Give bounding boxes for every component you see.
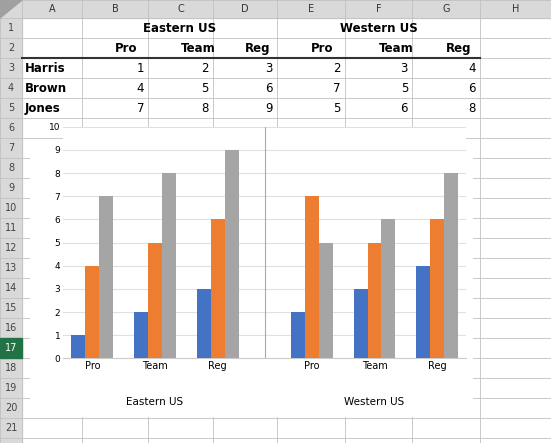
Text: 6: 6	[401, 101, 408, 114]
Text: 18: 18	[5, 363, 17, 373]
Text: 7: 7	[333, 82, 341, 94]
Text: 6: 6	[8, 123, 14, 133]
Text: 10: 10	[5, 203, 17, 213]
Bar	[72, 335, 85, 358]
Bar	[0, 0, 22, 443]
Text: 14: 14	[5, 283, 17, 293]
Text: 2: 2	[333, 62, 341, 74]
Bar	[430, 219, 444, 358]
Text: 6: 6	[266, 82, 273, 94]
Text: 3: 3	[266, 62, 273, 74]
Text: Team: Team	[379, 42, 413, 54]
Bar	[30, 140, 472, 416]
Text: 4: 4	[137, 82, 144, 94]
Text: Team: Team	[181, 42, 215, 54]
Text: 15: 15	[5, 303, 17, 313]
Text: Eastern US: Eastern US	[143, 22, 216, 35]
Text: 13: 13	[5, 263, 17, 273]
Text: 7: 7	[137, 101, 144, 114]
Bar	[305, 196, 319, 358]
Text: Eastern US: Eastern US	[127, 397, 183, 407]
Text: Western US: Western US	[339, 22, 417, 35]
Text: 3: 3	[8, 63, 14, 73]
Text: 5: 5	[8, 103, 14, 113]
Bar	[225, 150, 239, 358]
Bar	[134, 312, 148, 358]
Text: C: C	[177, 4, 184, 14]
Bar	[368, 243, 381, 358]
Text: Harris: Harris	[25, 62, 66, 74]
Text: 20: 20	[5, 403, 17, 413]
Text: 17: 17	[5, 343, 17, 353]
Text: 5: 5	[401, 82, 408, 94]
Text: D: D	[241, 4, 249, 14]
Text: 12: 12	[5, 243, 17, 253]
Bar	[0, 0, 551, 18]
Text: 8: 8	[8, 163, 14, 173]
Text: F: F	[376, 4, 381, 14]
Text: G: G	[442, 4, 450, 14]
Bar	[319, 243, 333, 358]
Text: 19: 19	[5, 383, 17, 393]
Text: 5: 5	[333, 101, 341, 114]
Bar	[354, 289, 368, 358]
Bar	[162, 173, 176, 358]
Text: 8: 8	[468, 101, 476, 114]
Text: Jones: Jones	[25, 101, 61, 114]
Text: 16: 16	[5, 323, 17, 333]
Text: 6: 6	[468, 82, 476, 94]
Text: E: E	[308, 4, 314, 14]
Text: 2: 2	[202, 62, 209, 74]
Bar	[99, 196, 113, 358]
Text: 8: 8	[202, 101, 209, 114]
Bar	[0, 338, 22, 358]
Text: Pro: Pro	[115, 42, 138, 54]
Text: 4: 4	[8, 83, 14, 93]
Text: 4: 4	[468, 62, 476, 74]
Text: 9: 9	[266, 101, 273, 114]
Text: 9: 9	[8, 183, 14, 193]
Text: 11: 11	[5, 223, 17, 233]
Text: A: A	[48, 4, 55, 14]
Text: 1: 1	[8, 23, 14, 33]
Bar	[211, 219, 225, 358]
Text: 3: 3	[401, 62, 408, 74]
Text: Western US: Western US	[344, 397, 404, 407]
Bar	[291, 312, 305, 358]
Bar	[197, 289, 211, 358]
Polygon shape	[0, 0, 22, 18]
Text: 1: 1	[137, 62, 144, 74]
Text: H: H	[512, 4, 519, 14]
Text: 2: 2	[8, 43, 14, 53]
Text: 7: 7	[8, 143, 14, 153]
Bar	[85, 266, 99, 358]
Text: 5: 5	[202, 82, 209, 94]
Text: Pro: Pro	[311, 42, 333, 54]
Text: 21: 21	[5, 423, 17, 433]
Bar	[444, 173, 458, 358]
Bar	[381, 219, 396, 358]
Text: Reg: Reg	[446, 42, 472, 54]
Text: Reg: Reg	[245, 42, 271, 54]
Bar	[417, 266, 430, 358]
Bar	[148, 243, 162, 358]
Text: Brown: Brown	[25, 82, 67, 94]
Text: B: B	[112, 4, 118, 14]
